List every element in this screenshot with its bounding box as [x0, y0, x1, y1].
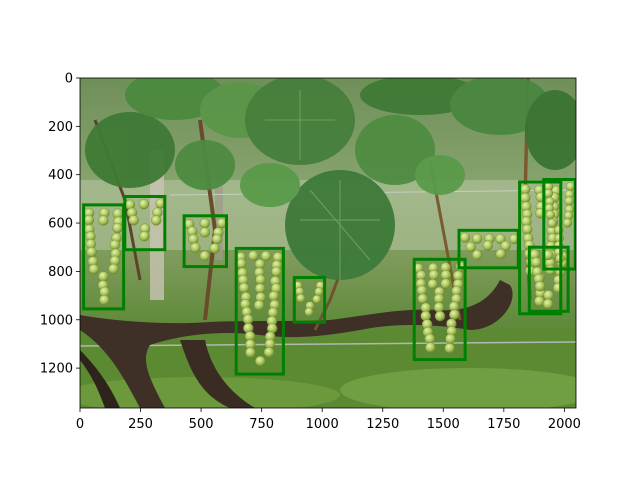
grape-berry: [139, 230, 150, 242]
grape-berry: [500, 240, 511, 252]
grape-berry: [98, 215, 109, 226]
grape-berry: [565, 181, 576, 192]
grape-berry: [564, 196, 574, 206]
y-tick-label: 800: [48, 265, 73, 280]
grape-berry: [190, 242, 201, 253]
x-tick-label: 1750: [487, 417, 520, 432]
detection-box: [82, 203, 126, 311]
grape-berry: [199, 227, 211, 238]
grape-berry: [83, 214, 95, 226]
grape-berry: [522, 224, 533, 235]
grape-berry: [188, 233, 199, 245]
grape-berry: [238, 282, 250, 294]
grape-berry: [542, 298, 554, 310]
grape-berry: [268, 290, 279, 302]
grape-berry: [86, 246, 97, 258]
grape-berry: [236, 258, 247, 269]
y-axis: 0 200 400 600 800 1000 1200: [40, 72, 80, 377]
grape-berry: [471, 233, 483, 244]
x-axis: 0 250 500 750 1000 1250 1500 1750 2000: [76, 408, 581, 432]
grape-berry: [427, 278, 438, 290]
grape-berry: [304, 307, 314, 317]
grape-berry: [445, 333, 456, 345]
detection-box: [123, 195, 167, 252]
grape-berry: [112, 222, 123, 234]
grape-berry: [138, 198, 150, 210]
detection-boxes: [82, 178, 576, 376]
grape-berry: [150, 215, 162, 226]
grape-berry: [495, 233, 506, 245]
y-tick-label: 1200: [40, 362, 73, 377]
grape-berry: [296, 293, 306, 303]
x-tick-label: 2000: [548, 417, 581, 432]
grape-berry: [255, 274, 266, 285]
grape-berry: [260, 250, 272, 262]
detection-box: [182, 214, 229, 269]
grape-berry: [199, 250, 211, 262]
y-tick-label: 1000: [40, 313, 73, 328]
grape-berry: [211, 233, 223, 245]
grape-berry: [255, 355, 266, 367]
grape-berry: [434, 310, 446, 322]
detection-box: [412, 257, 467, 362]
grape-berry: [314, 287, 324, 297]
grape-berry: [209, 243, 220, 254]
x-tick-label: 250: [128, 417, 153, 432]
grape-berry: [253, 300, 265, 311]
grape-berry: [99, 294, 110, 306]
grape-berry: [245, 347, 256, 358]
x-tick-label: 1000: [306, 417, 339, 432]
grape-berry: [471, 249, 483, 261]
grape-berry: [263, 347, 275, 358]
grape-berry: [428, 269, 440, 281]
y-tick-label: 200: [48, 120, 73, 135]
grape-berry: [254, 283, 266, 294]
grape-berry: [312, 294, 322, 304]
grape-berry: [482, 240, 493, 251]
y-tick-label: 400: [48, 168, 73, 183]
y-tick-label: 0: [65, 72, 73, 87]
y-tick-label: 600: [48, 217, 73, 232]
grape-berry: [108, 263, 119, 275]
grape-berry: [459, 232, 471, 243]
detection-box: [292, 276, 327, 324]
x-tick-label: 1250: [366, 417, 399, 432]
grape-berry: [98, 271, 109, 282]
grape-berry: [242, 314, 254, 325]
detection-box: [542, 178, 576, 271]
grape-berry: [433, 302, 445, 313]
grape-berry: [109, 239, 121, 251]
grape-berry: [417, 293, 428, 304]
grape-berry: [425, 342, 436, 353]
grape-berry: [199, 218, 211, 229]
x-tick-label: 1500: [427, 417, 460, 432]
grape-berry: [465, 241, 476, 253]
grape-berry: [424, 333, 435, 344]
grape-berry: [520, 192, 531, 204]
detection-box: [527, 245, 570, 313]
grape-berry: [271, 266, 282, 277]
detection-box: [234, 246, 285, 376]
grape-berry: [449, 309, 460, 320]
grape-berry: [495, 248, 506, 260]
x-tick-label: 750: [249, 417, 274, 432]
vineyard-grape-photo: [80, 78, 576, 408]
x-tick-label: 0: [76, 417, 84, 432]
grape-berry: [444, 343, 455, 354]
grape-berry: [531, 257, 542, 268]
axes-frame: [79, 77, 577, 409]
grape-berry: [248, 250, 259, 261]
grape-berry: [547, 218, 557, 228]
grape-berry: [545, 210, 555, 220]
grape-berry: [128, 214, 139, 226]
grape-berry: [534, 281, 546, 292]
grape-berry: [562, 218, 573, 228]
x-tick-label: 500: [189, 417, 214, 432]
grape-berry: [88, 264, 100, 275]
grape-berry: [440, 278, 451, 289]
